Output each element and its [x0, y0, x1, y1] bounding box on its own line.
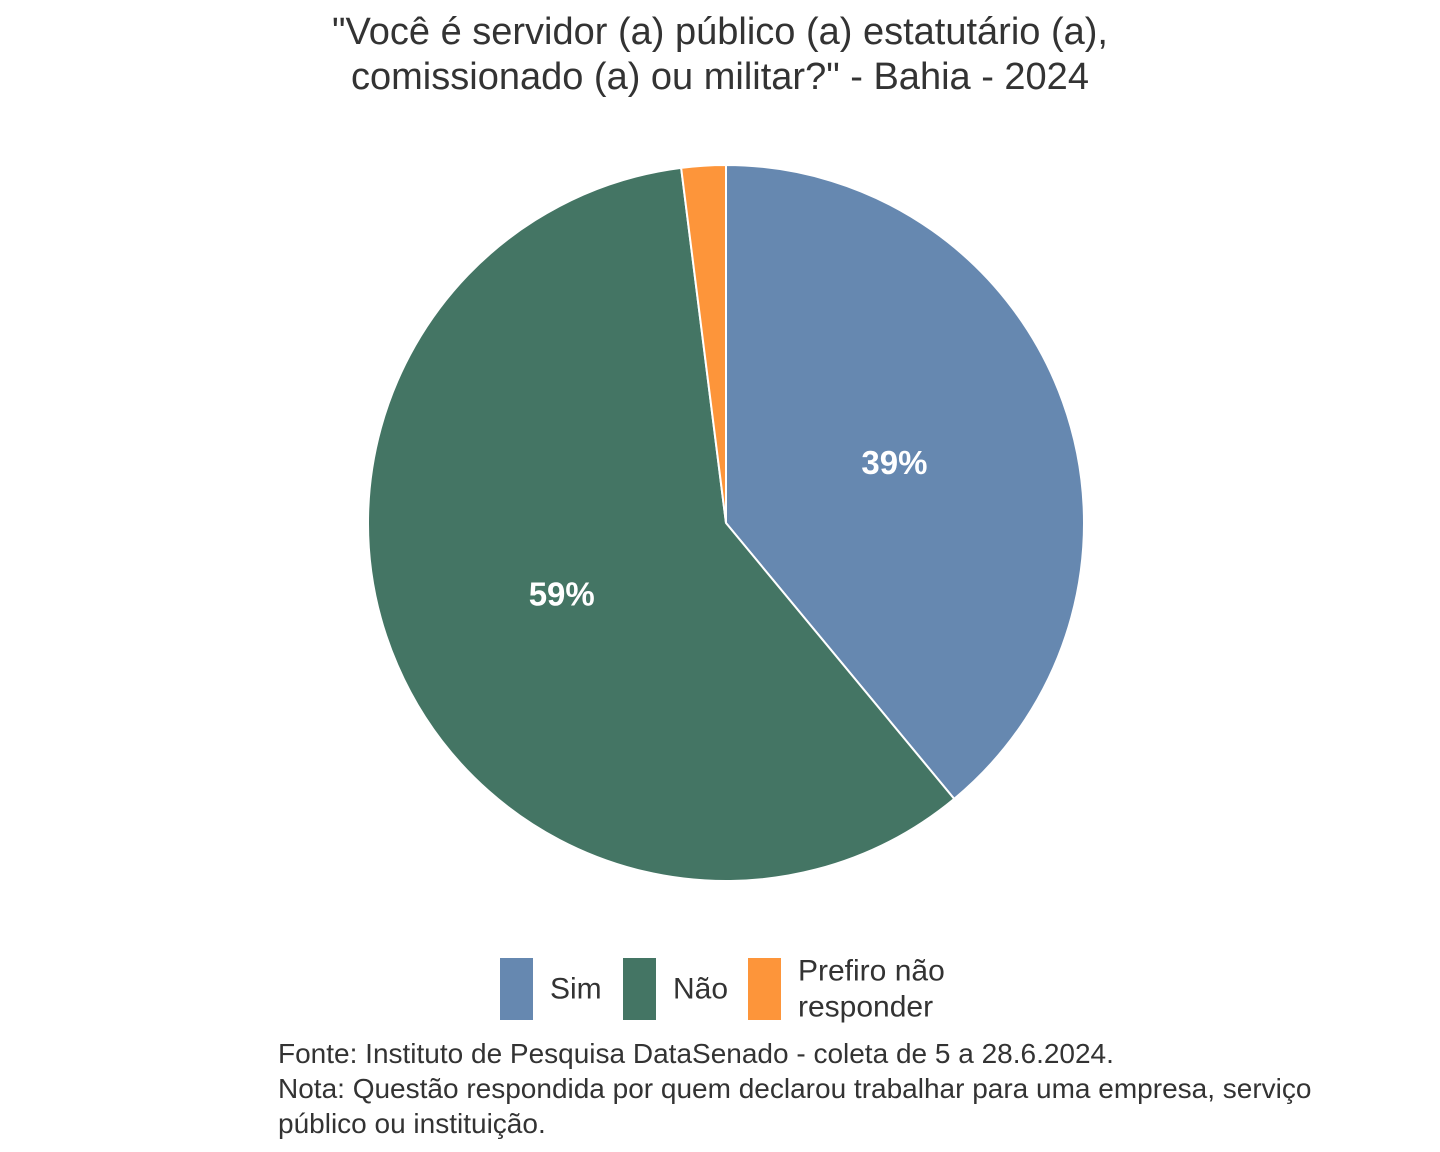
- legend-label-sim: Sim: [550, 973, 602, 1006]
- chart-title-line-2: comissionado (a) ou militar?" - Bahia - …: [351, 56, 1089, 98]
- chart-caption: Fonte: Instituto de Pesquisa DataSenado …: [278, 1036, 1440, 1141]
- slice-label-sim: 39%: [861, 444, 927, 481]
- legend-key-sim: [500, 958, 533, 1020]
- slice-label-nao: 59%: [529, 576, 595, 613]
- legend-label-nao: Não: [673, 973, 728, 1006]
- pie-slice-labels: 39% 59%: [529, 444, 928, 613]
- legend-label-line: Prefiro não: [798, 955, 945, 988]
- legend-key-prefiro-nao-responder: [748, 958, 781, 1020]
- pie-slices: [367, 163, 1085, 882]
- pie-slice-sim: [725, 163, 1085, 801]
- legend-label-line: responder: [798, 991, 933, 1024]
- pie-slice-prefiro-nao-responder: [680, 163, 727, 524]
- legend: Sim Não Prefiro não responder: [500, 955, 945, 1024]
- caption-note-line-1: Nota: Questão respondida por quem declar…: [278, 1073, 1312, 1104]
- legend-label-line: Sim: [550, 973, 602, 1006]
- chart-title: "Você é servidor (a) público (a) estatut…: [0, 10, 1440, 100]
- caption-note-line-2: público ou instituição.: [278, 1108, 546, 1139]
- chart-title-line-1: "Você é servidor (a) público (a) estatut…: [332, 11, 1108, 53]
- legend-label-prefiro-nao-responder: Prefiro não responder: [798, 955, 945, 1024]
- legend-label-line: Não: [673, 973, 728, 1006]
- caption-source: Fonte: Instituto de Pesquisa DataSenado …: [278, 1038, 1114, 1069]
- pie-slice-nao: [367, 166, 956, 882]
- legend-key-nao: [623, 958, 656, 1020]
